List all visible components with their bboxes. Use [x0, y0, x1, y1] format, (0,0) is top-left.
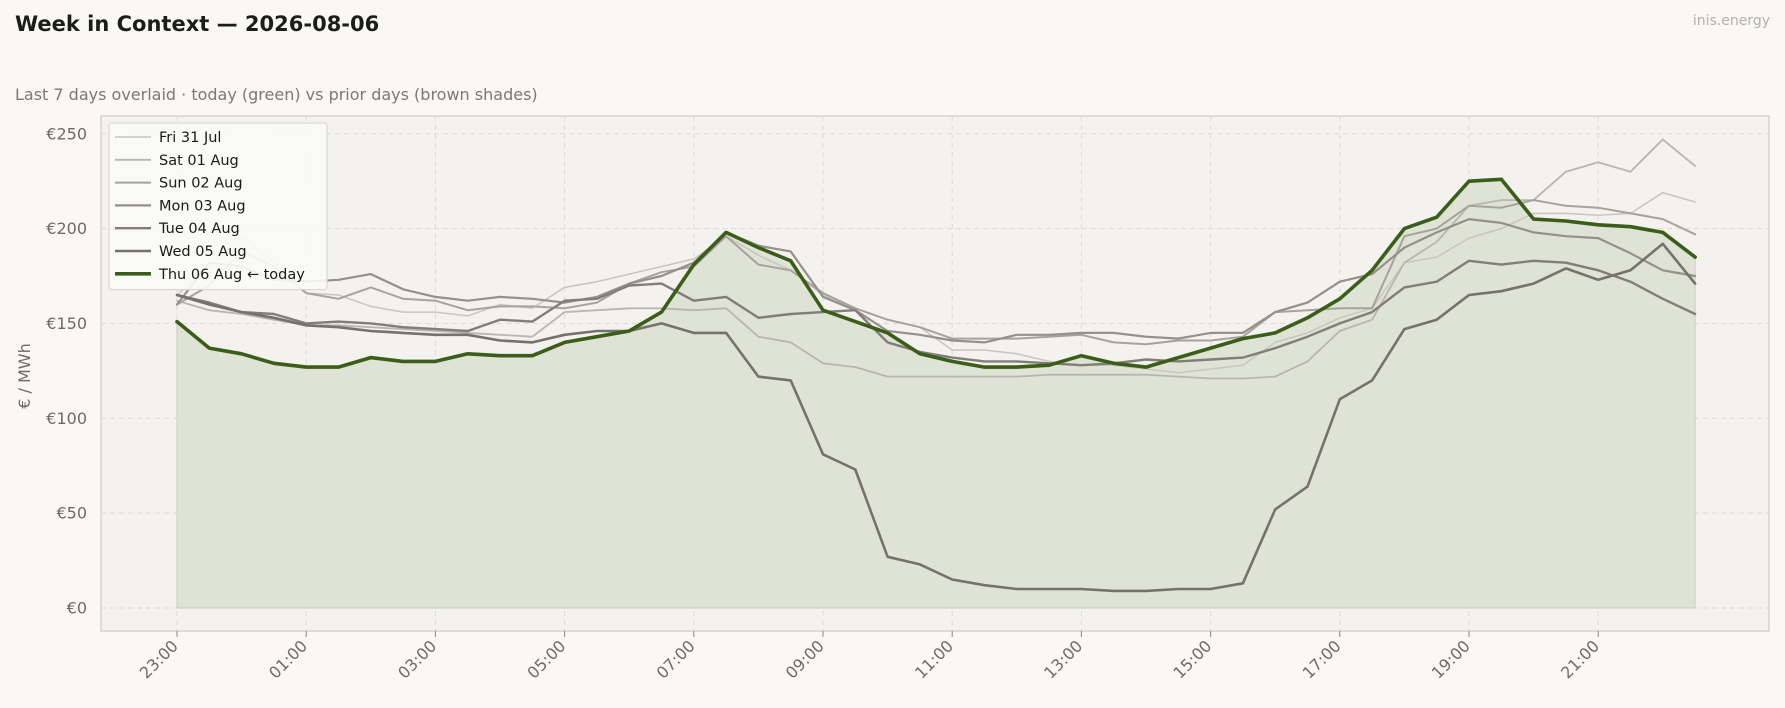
- x-tick-label: 17:00: [1299, 636, 1345, 682]
- chart-subtitle: Last 7 days overlaid · today (green) vs …: [15, 85, 538, 104]
- y-tick-label: €50: [56, 504, 87, 523]
- legend: [108, 122, 328, 291]
- x-tick-label: 23:00: [136, 636, 182, 682]
- legend-entry: Fri 31 Jul: [159, 130, 221, 146]
- x-tick-label: 15:00: [1169, 636, 1215, 682]
- x-tick-label: 05:00: [523, 636, 569, 682]
- x-tick-label: 11:00: [911, 636, 957, 682]
- series-line-6: [175, 177, 1697, 369]
- legend-entry: Tue 04 Aug: [158, 221, 240, 237]
- y-tick-label: €200: [46, 219, 87, 238]
- y-tick-label: €250: [46, 124, 87, 143]
- y-tick-label: €150: [46, 314, 87, 333]
- brand-label: inis.energy: [1692, 13, 1770, 29]
- legend-entry: Thu 06 Aug ← today: [158, 267, 305, 283]
- legend-entry: Sat 01 Aug: [159, 153, 239, 169]
- series-line-3: [175, 218, 1697, 344]
- series-line-4: [175, 259, 1697, 367]
- x-tick-label: 01:00: [265, 636, 311, 682]
- y-tick-label: €100: [46, 409, 87, 428]
- legend-entry: Mon 03 Aug: [159, 198, 246, 214]
- series-line-2: [176, 199, 1697, 346]
- series-line-5: [175, 242, 1697, 593]
- x-tick-label: 03:00: [394, 636, 440, 682]
- x-tick-label: 09:00: [782, 636, 828, 682]
- y-axis-label: € / MWh: [15, 343, 34, 409]
- series-line-1: [176, 138, 1696, 380]
- x-tick-label: 21:00: [1557, 636, 1603, 682]
- x-tick-label: 13:00: [1040, 636, 1086, 682]
- legend-entry: Wed 05 Aug: [159, 244, 247, 260]
- x-tick-label: 07:00: [653, 636, 699, 682]
- page-title: Week in Context — 2026-08-06: [15, 12, 380, 36]
- y-tick-label: €0: [67, 599, 87, 618]
- x-tick-label: 19:00: [1428, 636, 1474, 682]
- legend-entry: Sun 02 Aug: [159, 176, 243, 192]
